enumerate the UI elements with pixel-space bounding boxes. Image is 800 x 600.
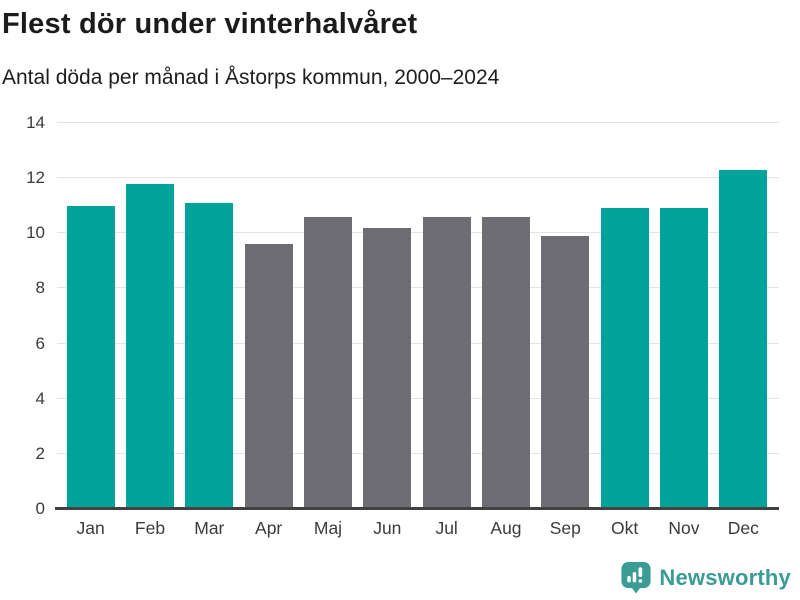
x-tick-label-feb: Feb bbox=[134, 518, 166, 538]
x-tick-label-jan: Jan bbox=[76, 518, 105, 538]
bar-group bbox=[55, 123, 779, 509]
bar-jul bbox=[422, 216, 471, 509]
gridline-14 bbox=[57, 122, 779, 123]
page-title: Flest dör under vinterhalvåret bbox=[2, 8, 418, 40]
bar-slot-aug bbox=[476, 123, 535, 509]
x-tick-label-jul: Jul bbox=[435, 518, 458, 538]
gridline-2 bbox=[57, 452, 779, 454]
bar-feb bbox=[125, 183, 174, 509]
bar-slot-jan bbox=[61, 123, 120, 509]
bar-jan bbox=[66, 205, 115, 509]
bar-slot-nov bbox=[654, 123, 713, 509]
gridline-8 bbox=[57, 287, 779, 289]
x-tick-label-apr: Apr bbox=[255, 518, 283, 538]
bar-sep bbox=[541, 236, 590, 509]
bar-nov bbox=[659, 208, 708, 509]
bar-slot-sep bbox=[536, 123, 595, 509]
gridline-4 bbox=[57, 397, 779, 399]
y-tick-label-4: 4 bbox=[35, 388, 45, 408]
y-tick-label-2: 2 bbox=[35, 443, 45, 463]
x-axis-labels: Jan Feb Mar Apr Maj Jun Jul Aug Sep Okt Nov Dec bbox=[55, 518, 779, 539]
x-tick-label-mar: Mar bbox=[194, 518, 225, 538]
bar-slot-jul bbox=[417, 123, 476, 509]
x-tick-label-sep: Sep bbox=[549, 518, 581, 538]
bar-dec bbox=[719, 169, 768, 509]
bar-apr bbox=[244, 244, 293, 509]
bar-maj bbox=[303, 216, 352, 509]
gridline-10 bbox=[57, 232, 779, 234]
gridline-6 bbox=[57, 342, 779, 344]
bar-slot-jun bbox=[358, 123, 417, 509]
chart-subtitle: Antal döda per månad i Åstorps kommun, 2… bbox=[2, 66, 500, 89]
bar-mar bbox=[185, 202, 234, 509]
bar-jun bbox=[363, 227, 412, 509]
x-tick-label-maj: Maj bbox=[313, 518, 343, 538]
bar-slot-apr bbox=[239, 123, 298, 509]
bar-slot-mar bbox=[180, 123, 239, 509]
y-tick-label-8: 8 bbox=[35, 278, 45, 298]
y-tick-label-6: 6 bbox=[35, 333, 45, 353]
y-tick-label-14: 14 bbox=[26, 113, 45, 132]
x-axis-line bbox=[55, 507, 779, 510]
newsworthy-logo-icon bbox=[621, 561, 651, 594]
x-tick-label-jun: Jun bbox=[373, 518, 402, 538]
y-tick-label-12: 12 bbox=[26, 168, 45, 188]
newsworthy-brand: Newsworthy bbox=[620, 561, 791, 594]
bar-slot-maj bbox=[298, 123, 357, 509]
bar-slot-dec bbox=[714, 123, 773, 509]
bar-slot-okt bbox=[595, 123, 654, 509]
y-tick-label-0: 0 bbox=[35, 499, 45, 518]
brand-name: Newsworthy bbox=[659, 564, 791, 590]
y-axis: 0 2 4 6 8 10 12 14 bbox=[0, 113, 45, 518]
x-tick-label-dec: Dec bbox=[727, 518, 759, 538]
chart-header: Flest dör under vinterhalvåret Antal död… bbox=[2, 8, 800, 90]
x-tick-label-okt: Okt bbox=[611, 518, 639, 538]
x-tick-label-nov: Nov bbox=[668, 518, 700, 538]
x-tick-label-aug: Aug bbox=[490, 518, 522, 538]
bar-slot-feb bbox=[120, 123, 179, 509]
y-tick-label-10: 10 bbox=[26, 223, 45, 243]
plot-area bbox=[55, 122, 779, 509]
bar-aug bbox=[481, 216, 530, 509]
bar-okt bbox=[600, 208, 649, 509]
gridline-12 bbox=[57, 177, 779, 179]
